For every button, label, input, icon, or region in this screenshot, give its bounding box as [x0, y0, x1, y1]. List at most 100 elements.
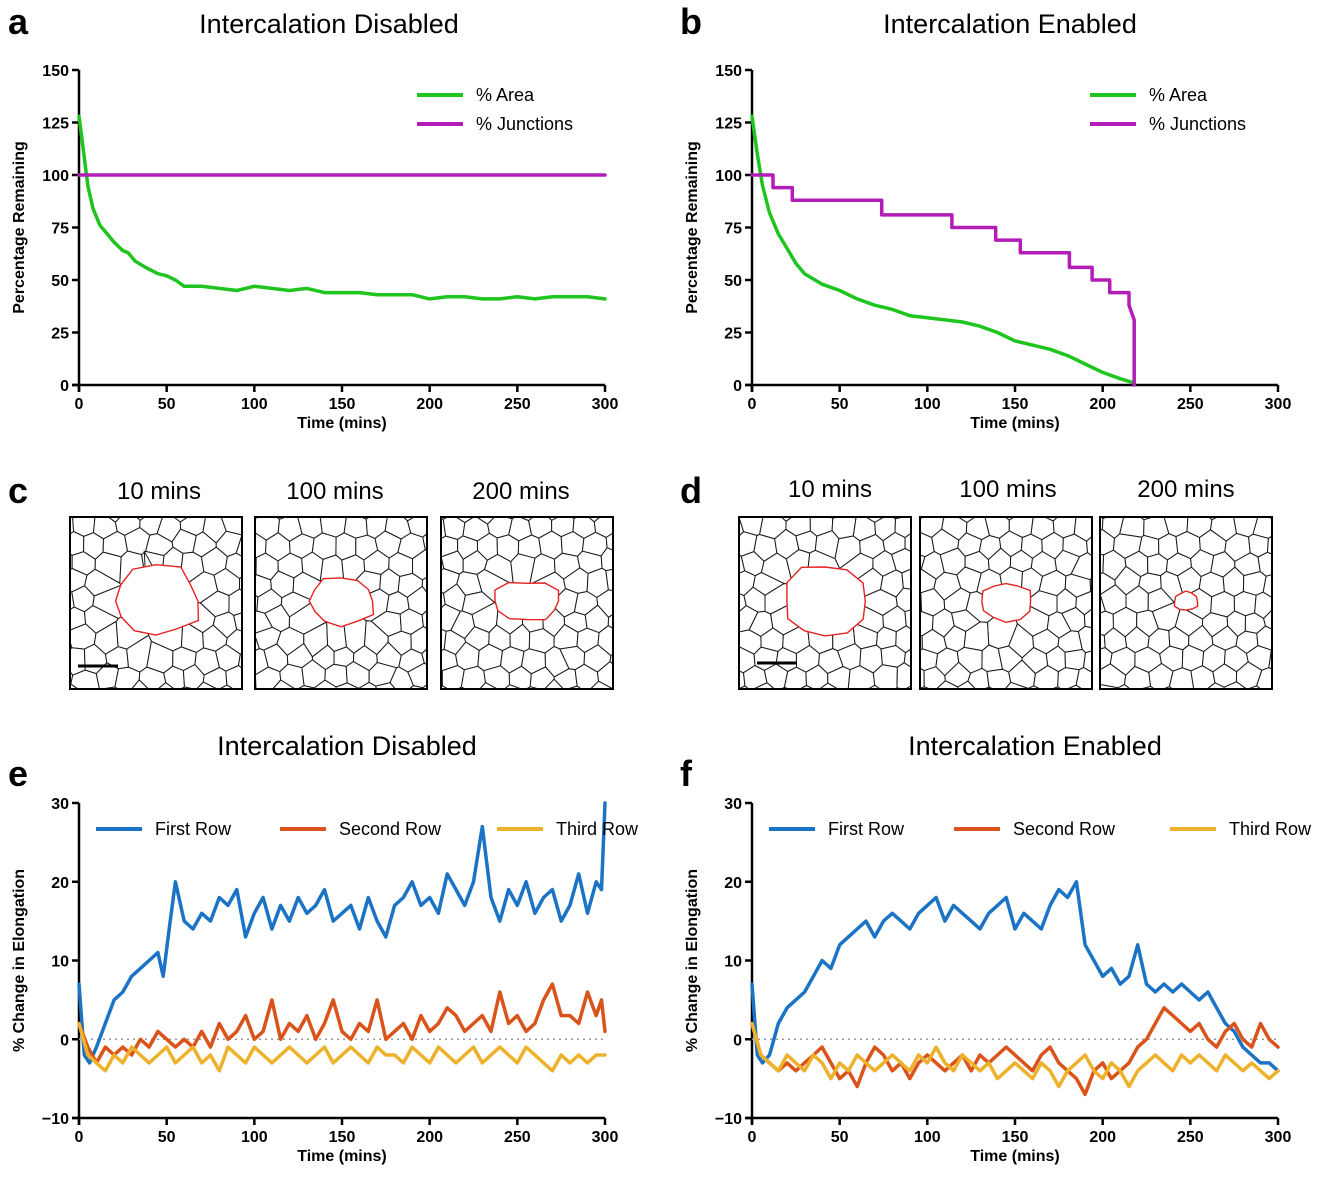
- tissue-snapshot: [1067, 457, 1333, 712]
- cell: [1242, 571, 1267, 596]
- x-tick-label: 300: [1265, 396, 1292, 413]
- y-axis-label: % Change in Elongation: [11, 869, 28, 1052]
- tissue-snapshot: [412, 457, 673, 749]
- y-tick-label: 10: [724, 954, 742, 971]
- cell: [1266, 535, 1272, 555]
- cell: [226, 457, 253, 498]
- legend-label: Second Row: [339, 819, 442, 839]
- x-axis-label: Time (mins): [297, 415, 387, 432]
- snapshot-d-label-3: 200 mins: [1137, 476, 1234, 503]
- cell: [679, 698, 726, 749]
- legend-label: % Junctions: [476, 114, 573, 134]
- cell: [220, 517, 242, 536]
- cell: [818, 682, 839, 689]
- cell: [919, 457, 945, 499]
- cell: [375, 682, 397, 689]
- cell: [754, 492, 777, 515]
- cell: [592, 457, 618, 500]
- x-tick-label: 150: [329, 396, 356, 413]
- cell: [617, 706, 673, 749]
- panel-a-title: Intercalation Disabled: [199, 9, 459, 39]
- cell: [845, 687, 851, 689]
- cell: [629, 526, 673, 567]
- cell: [860, 695, 899, 749]
- cell: [157, 681, 175, 689]
- cell: [422, 532, 427, 552]
- x-tick-label: 200: [416, 396, 443, 413]
- y-tick-label: 30: [724, 796, 742, 813]
- x-tick-label: 250: [504, 1129, 531, 1146]
- panel-e-title: Intercalation Disabled: [217, 731, 477, 761]
- cell: [10, 700, 59, 749]
- cell: [1276, 622, 1310, 649]
- cell: [587, 705, 618, 749]
- snapshot-d-label-2: 100 mins: [959, 476, 1056, 503]
- cell: [182, 701, 209, 749]
- snapshot-c-label-3: 200 mins: [472, 478, 569, 505]
- cell: [802, 703, 833, 749]
- y-tick-label: 0: [60, 1032, 69, 1049]
- cell: [140, 705, 163, 750]
- y-tick-label: 50: [724, 273, 742, 290]
- x-tick-label: 300: [1265, 1129, 1292, 1146]
- cell: [1168, 667, 1195, 689]
- wound-outline: [494, 581, 560, 621]
- cell: [412, 457, 443, 498]
- cell: [1064, 648, 1087, 671]
- snapshot-frame: [254, 516, 428, 690]
- series-line-third-row: [750, 1021, 1280, 1089]
- cell: [421, 609, 427, 630]
- x-axis-label: Time (mins): [297, 1148, 387, 1165]
- y-axis-label: Percentage Remaining: [684, 141, 701, 314]
- cell: [84, 493, 109, 516]
- cell: [621, 588, 654, 612]
- cell: [95, 687, 102, 689]
- snapshot-c-label-1: 10 mins: [117, 478, 201, 505]
- cell: [34, 490, 63, 516]
- cell: [941, 517, 949, 519]
- cell: [1292, 639, 1333, 683]
- panel-b-title: Intercalation Enabled: [883, 9, 1137, 39]
- y-tick-label: 125: [715, 116, 742, 133]
- cell: [1277, 590, 1310, 617]
- cell: [619, 552, 650, 578]
- series-line-second-row: [750, 1006, 1280, 1097]
- cell: [235, 457, 263, 500]
- x-tick-label: 200: [1089, 1129, 1116, 1146]
- cell: [47, 457, 81, 495]
- wound-outline: [786, 566, 867, 637]
- cell: [225, 664, 242, 689]
- series-line-first-row: [750, 880, 1280, 1073]
- cell: [891, 517, 906, 520]
- y-tick-label: 0: [733, 1032, 742, 1049]
- cell: [1098, 457, 1122, 500]
- wound-outline: [114, 563, 200, 636]
- cell: [1119, 517, 1145, 538]
- legend-label: % Junctions: [1149, 114, 1246, 134]
- cell: [1289, 563, 1332, 603]
- cell: [1276, 664, 1309, 691]
- cell: [839, 708, 875, 749]
- cell: [1275, 512, 1319, 539]
- cell: [28, 608, 65, 634]
- y-axis-label: % Change in Elongation: [684, 869, 701, 1052]
- cell: [1050, 686, 1062, 689]
- cell: [957, 680, 977, 689]
- cell: [1067, 687, 1097, 712]
- cell: [689, 569, 729, 597]
- snapshot-frame: [69, 516, 243, 690]
- cell: [235, 534, 242, 558]
- y-tick-label: 125: [42, 116, 69, 133]
- x-axis-label: Time (mins): [970, 415, 1060, 432]
- cell-mesh: [195, 457, 427, 689]
- cell: [195, 457, 237, 510]
- cell: [19, 531, 62, 554]
- cell: [903, 648, 911, 668]
- cell: [96, 705, 122, 749]
- cell: [739, 631, 740, 648]
- cell: [421, 648, 427, 666]
- y-tick-label: 20: [724, 875, 742, 892]
- cell: [10, 541, 54, 578]
